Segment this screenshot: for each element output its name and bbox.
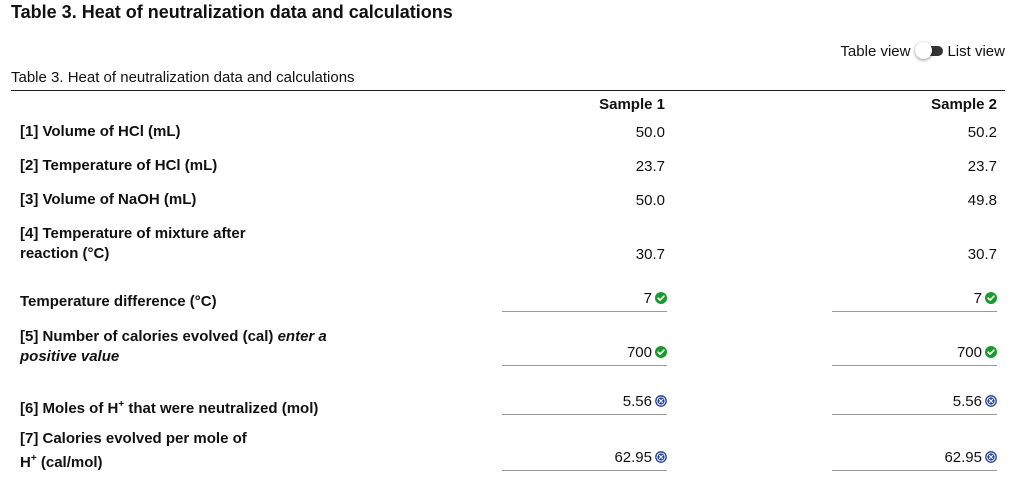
- input-value: 7: [973, 289, 982, 307]
- correct-check-icon: [985, 346, 997, 358]
- toggle-track: [921, 46, 944, 56]
- input-value: 7: [643, 289, 652, 307]
- row-label-calories-per-mole: [7] Calories evolved per mole of H+ (cal…: [20, 429, 350, 473]
- row-label-moles-neutralized: [6] Moles of H+ that were neutralized (m…: [20, 395, 350, 419]
- cell-temperature-mixture-sample-1: 30.7: [635, 246, 665, 263]
- cell-temperature-mixture-sample-2: 30.7: [967, 246, 997, 263]
- toggle-knob[interactable]: [915, 42, 933, 59]
- row-label-moles-text: [6] Moles of H: [20, 400, 119, 417]
- input-calories-evolved-sample-2[interactable]: 700: [832, 339, 997, 366]
- row-label-calories-evolved-text: [5] Number of calories evolved (cal): [20, 328, 278, 345]
- row-label-volume-naoh: [3] Volume of NaOH (mL): [20, 191, 197, 208]
- superscript-plus: +: [30, 453, 37, 464]
- input-value: 700: [626, 343, 652, 361]
- input-calories-per-mole-sample-1[interactable]: 62.95: [502, 444, 667, 471]
- input-moles-neutralized-sample-2[interactable]: 5.56: [832, 388, 997, 415]
- input-temperature-difference-sample-2[interactable]: 7: [832, 285, 997, 312]
- cell-volume-naoh-sample-2: 49.8: [967, 192, 997, 209]
- row-label-temperature-mixture-line-2: reaction (°C): [20, 245, 110, 262]
- input-calories-per-mole-sample-2[interactable]: 62.95: [832, 444, 997, 471]
- correct-check-icon: [655, 292, 667, 304]
- input-temperature-difference-sample-1[interactable]: 7: [502, 285, 667, 312]
- incorrect-x-icon: [985, 395, 997, 407]
- row-label-temperature-difference: Temperature difference (°C): [20, 293, 217, 310]
- row-label-temperature-mixture: [4] Temperature of mixture after reactio…: [20, 224, 350, 264]
- incorrect-x-icon: [985, 451, 997, 463]
- input-moles-neutralized-sample-1[interactable]: 5.56: [502, 388, 667, 415]
- correct-check-icon: [655, 346, 667, 358]
- input-value: 700: [956, 343, 982, 361]
- column-header-sample-1: Sample 1: [599, 96, 665, 113]
- row-label-calories-per-mole-line-1: [7] Calories evolved per mole of: [20, 430, 247, 447]
- row-label-calories-evolved-hint-2: positive value: [20, 348, 120, 365]
- input-calories-evolved-sample-1[interactable]: 700: [502, 339, 667, 366]
- input-value: 62.95: [614, 448, 652, 466]
- input-value: 5.56: [952, 392, 982, 410]
- table-top-rule: [11, 90, 1005, 91]
- cell-volume-hcl-sample-1: 50.0: [635, 124, 665, 141]
- table-view-label[interactable]: Table view: [840, 42, 911, 60]
- row-label-calories-evolved-hint-1: enter a: [277, 328, 327, 345]
- superscript-plus: +: [118, 399, 125, 410]
- correct-check-icon: [985, 292, 997, 304]
- list-view-label[interactable]: List view: [947, 42, 1005, 60]
- row-label-volume-hcl: [1] Volume of HCl (mL): [20, 123, 181, 140]
- cell-volume-naoh-sample-1: 50.0: [635, 192, 665, 209]
- view-toggle[interactable]: Table view List view: [840, 42, 1005, 60]
- page-title: Table 3. Heat of neutralization data and…: [11, 2, 453, 22]
- row-label-temperature-hcl: [2] Temperature of HCl (mL): [20, 157, 218, 174]
- view-toggle-switch[interactable]: [915, 42, 944, 60]
- cell-temperature-hcl-sample-1: 23.7: [635, 158, 665, 175]
- incorrect-x-icon: [655, 451, 667, 463]
- row-label-moles-text-post: that were neutralized (mol): [124, 400, 319, 417]
- cell-volume-hcl-sample-2: 50.2: [967, 124, 997, 141]
- input-value: 62.95: [944, 448, 982, 466]
- row-label-temperature-mixture-line-1: [4] Temperature of mixture after: [20, 225, 246, 242]
- table-caption: Table 3. Heat of neutralization data and…: [11, 69, 355, 86]
- incorrect-x-icon: [655, 395, 667, 407]
- row-label-calories-per-mole-h: H: [20, 454, 31, 471]
- input-value: 5.56: [622, 392, 652, 410]
- cell-temperature-hcl-sample-2: 23.7: [967, 158, 997, 175]
- row-label-calories-evolved: [5] Number of calories evolved (cal) ent…: [20, 327, 350, 367]
- row-label-calories-per-mole-unit: (cal/mol): [36, 454, 103, 471]
- column-header-sample-2: Sample 2: [931, 96, 997, 113]
